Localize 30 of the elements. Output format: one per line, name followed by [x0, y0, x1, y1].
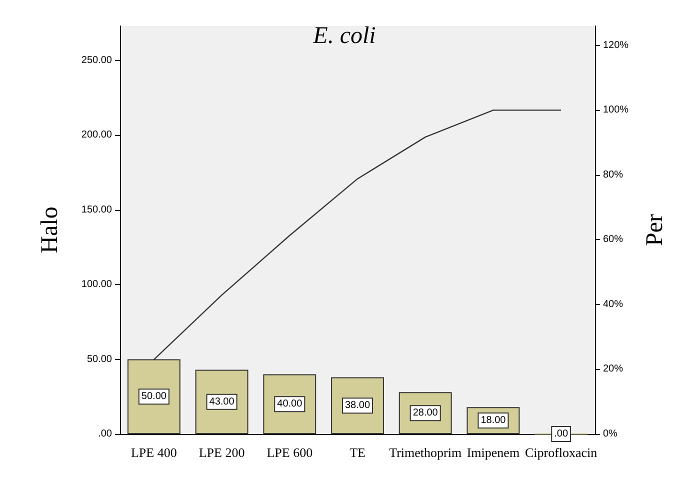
y-tick-label: 200.00: [81, 130, 112, 141]
data-label: 50.00: [141, 391, 167, 402]
y2-tick-label: 60%: [603, 234, 624, 246]
data-label: 38.00: [344, 400, 370, 412]
y-axis-title: Halo: [37, 206, 63, 254]
y-tick-label: 50.00: [86, 354, 112, 365]
data-label: 28.00: [412, 408, 438, 419]
x-tick-label: Trimethoprim: [389, 445, 462, 460]
chart-title: E. coli: [312, 23, 376, 49]
x-tick-label: LPE 600: [266, 445, 313, 460]
data-label: .00: [554, 428, 568, 440]
x-tick-label: TE: [350, 445, 366, 460]
y-tick-label: 250.00: [81, 54, 112, 66]
y2-axis-title: Per: [642, 214, 668, 246]
x-tick-label: Ciprofloxacin: [524, 445, 598, 460]
y2-tick-label: 40%: [603, 298, 624, 310]
y2-tick-label: 20%: [603, 364, 624, 375]
x-tick-label: LPE 400: [130, 445, 177, 460]
y-tick-label: .00: [98, 428, 112, 440]
y-tick-label: 150.00: [81, 204, 112, 216]
x-tick-label: Imipenem: [466, 445, 520, 460]
y2-tick-label: 120%: [603, 40, 629, 51]
data-label: 40.00: [277, 398, 303, 410]
data-label: 18.00: [480, 415, 506, 426]
y2-tick-label: 100%: [603, 104, 629, 116]
y2-tick-label: 80%: [603, 169, 624, 180]
x-tick-label: LPE 200: [198, 445, 245, 460]
data-label: 43.00: [209, 396, 235, 408]
y-tick-label: 100.00: [81, 279, 112, 290]
y2-tick-label: 0%: [603, 428, 618, 440]
